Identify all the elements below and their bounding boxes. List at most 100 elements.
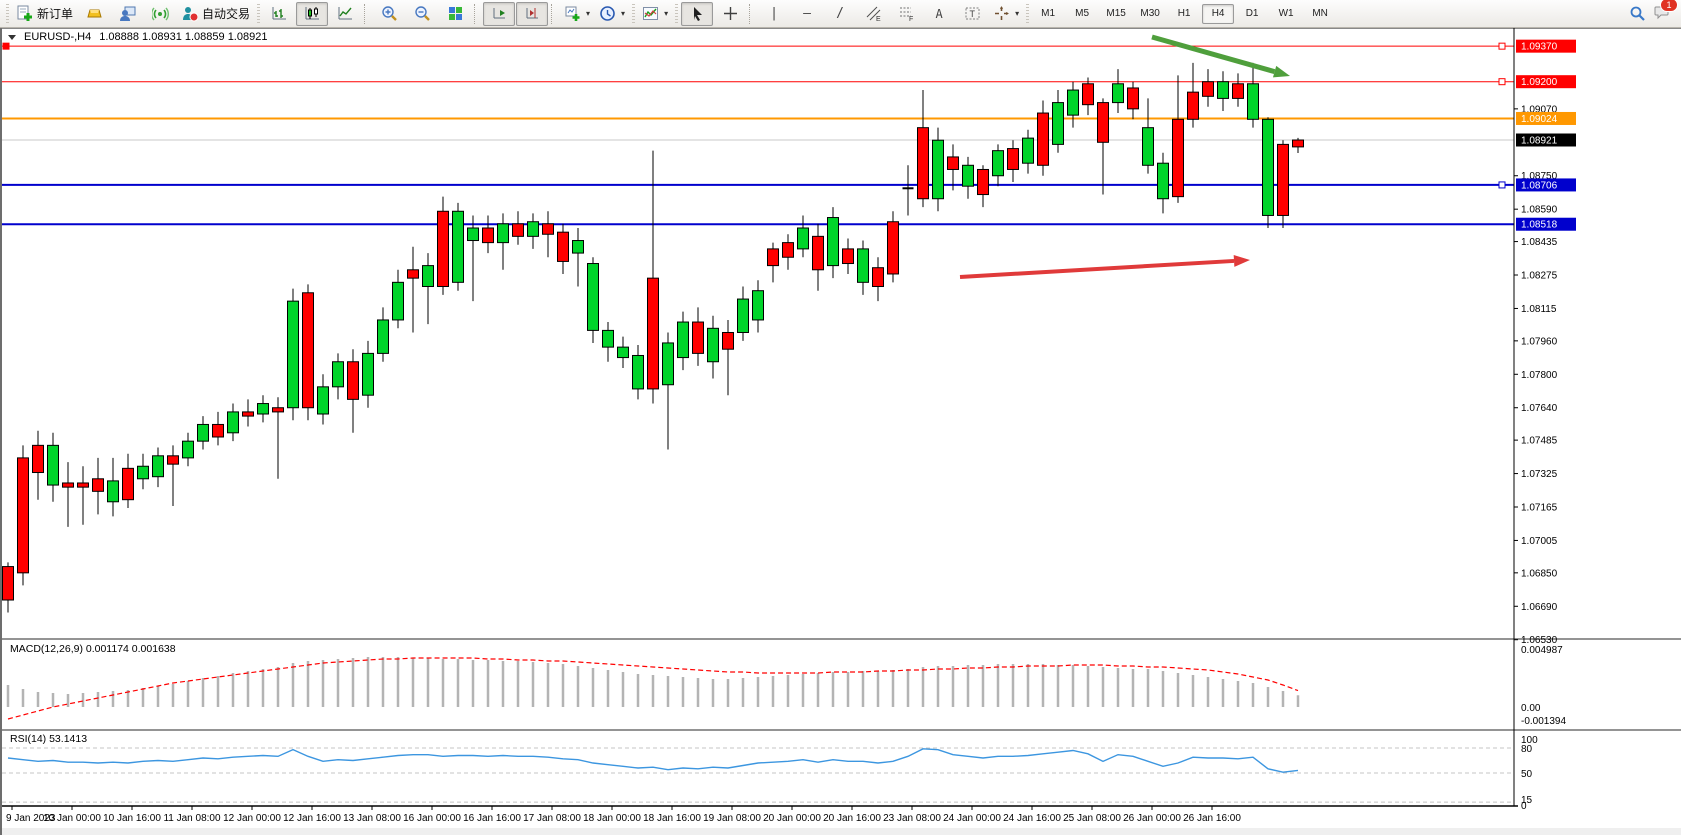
new-chart-button[interactable]: ▾ <box>560 2 594 26</box>
line-chart-button[interactable] <box>329 2 361 26</box>
time-tick-label: 16 Jan 16:00 <box>463 813 521 824</box>
time-tick-label: 16 Jan 00:00 <box>403 813 461 824</box>
price-tick: 1.07640 <box>1521 403 1558 414</box>
new-chart-icon <box>564 5 581 22</box>
arrows-icon <box>993 5 1010 22</box>
arrows-button[interactable]: ▾ <box>989 2 1023 26</box>
period-button[interactable]: ▾ <box>595 2 629 26</box>
indicators-icon <box>642 5 659 22</box>
new-order-button[interactable]: 新订单 <box>12 2 77 26</box>
price-badge <box>1516 111 1576 125</box>
price-badge-value: 1.09370 <box>1521 42 1558 53</box>
trendline-button[interactable]: / <box>824 2 856 26</box>
price-tick: 1.07165 <box>1521 503 1558 514</box>
chart-shift-button[interactable] <box>516 1 549 26</box>
macd-label: MACD(12,26,9) 0.001174 0.001638 <box>10 643 176 655</box>
candles <box>2 62 1304 613</box>
time-tick-label: 19 Jan 08:00 <box>703 813 761 824</box>
time-tick-label: 12 Jan 00:00 <box>223 813 281 824</box>
line-handle[interactable] <box>2 42 10 50</box>
price-badge-value: 1.08921 <box>1521 136 1558 147</box>
equidistant-channel-icon: E <box>865 5 882 22</box>
timeframe-D1[interactable]: D1 <box>1245 8 1259 19</box>
auto-trading-button[interactable]: 自动交易 <box>177 2 254 26</box>
trendline-icon: / <box>836 6 844 21</box>
indicators-button[interactable]: ▾ <box>638 2 672 26</box>
search-icon[interactable] <box>1629 5 1646 22</box>
zoom-out-button[interactable] <box>406 2 438 26</box>
price-badge-value: 1.09200 <box>1521 77 1558 88</box>
timeframe-M1[interactable]: M1 <box>1041 8 1056 19</box>
fibonacci-icon: F <box>898 5 915 22</box>
tile-windows-button[interactable] <box>439 2 471 26</box>
chevron-down-icon: ▾ <box>621 9 626 18</box>
time-tick-label: 20 Jan 16:00 <box>823 813 881 824</box>
crosshair-button[interactable] <box>714 2 746 26</box>
gold-button[interactable] <box>78 2 110 26</box>
rsi-scale-label: 50 <box>1521 769 1533 780</box>
timeframe-M5[interactable]: M5 <box>1075 8 1090 19</box>
notification-badge: 1 <box>1660 0 1678 12</box>
price-badge <box>1516 39 1576 53</box>
signals-button[interactable] <box>144 2 176 26</box>
rsi-scale-label: 80 <box>1521 744 1533 755</box>
resistance-rejection-arrow[interactable] <box>1151 34 1290 78</box>
candlestick-chart-button[interactable] <box>296 1 329 26</box>
chart-canvas[interactable]: MACD(12,26,9) 0.001174 0.001638 RSI(14) 5… <box>2 28 1681 835</box>
timeframe-M15[interactable]: M15 <box>1106 8 1126 19</box>
macd-scale-label: 0.00 <box>1521 703 1541 714</box>
timeframe-MN[interactable]: MN <box>1312 8 1328 19</box>
client-terminal-icon <box>119 5 136 22</box>
price-tick: 1.08435 <box>1521 237 1558 248</box>
vertical-line-icon: | <box>770 6 778 21</box>
zoom-in-button[interactable] <box>373 2 405 26</box>
chart-window[interactable]: EURUSD-,H4 1.08888 1.08931 1.08859 1.089… <box>0 28 1681 835</box>
price-badge <box>1516 178 1576 192</box>
line-chart-icon <box>337 5 354 22</box>
toolbar-separator <box>474 3 480 24</box>
price-tick: 1.06850 <box>1521 568 1558 579</box>
timeframe-W1[interactable]: W1 <box>1278 8 1294 19</box>
chevron-down-icon[interactable] <box>8 34 16 40</box>
bar-chart-button[interactable] <box>263 2 295 26</box>
horizontal-line-button[interactable]: — <box>791 2 823 26</box>
rsi-panel[interactable]: RSI(14) 53.1413 <box>2 733 1514 803</box>
toolbar-grip[interactable] <box>257 3 261 24</box>
auto-scroll-button[interactable] <box>483 1 516 26</box>
notifications-button[interactable]: 1 <box>1654 0 1678 25</box>
new-order-label: 新订单 <box>37 7 74 21</box>
price-tick: 1.08115 <box>1521 304 1557 315</box>
vertical-line-button[interactable]: | <box>758 2 790 26</box>
price-axis[interactable]: 1.09070 1.08750 1.08590 1.08435 1.08275 1.081… <box>1513 28 1576 812</box>
cursor-button[interactable] <box>681 1 714 26</box>
timeframe-H4[interactable]: H4 <box>1202 3 1235 24</box>
fibonacci-button[interactable]: F <box>890 2 922 26</box>
text-label-button[interactable]: T <box>956 2 988 26</box>
chart-ohlc-values: 1.08888 1.08931 1.08859 1.08921 <box>99 31 268 43</box>
price-tick: 1.07325 <box>1521 469 1558 480</box>
tile-windows-icon <box>447 5 464 22</box>
horizontal-line-icon: — <box>803 6 811 21</box>
zoom-in-icon <box>381 5 398 22</box>
svg-text:F: F <box>909 16 913 22</box>
toolbar-grip[interactable] <box>6 3 9 24</box>
toolbar-grip[interactable] <box>675 3 679 24</box>
toolbar-grip[interactable] <box>632 3 636 24</box>
text-button[interactable]: A <box>923 2 955 26</box>
support-trend-arrow[interactable] <box>959 254 1250 279</box>
equidistant-channel-button[interactable]: E <box>857 2 889 26</box>
line-handle[interactable] <box>1498 181 1506 189</box>
time-tick-label: 18 Jan 00:00 <box>583 813 641 824</box>
toolbar-grip[interactable] <box>1026 3 1030 24</box>
timeframe-M30[interactable]: M30 <box>1140 8 1160 19</box>
macd-scale-label: 0.004987 <box>1521 645 1563 656</box>
rsi-label: RSI(14) 53.1413 <box>10 733 87 745</box>
rsi-scale-label: 15 <box>1521 795 1533 806</box>
line-handle[interactable] <box>1498 42 1506 50</box>
price-tick: 1.08750 <box>1521 171 1558 182</box>
line-handle[interactable] <box>1498 78 1506 86</box>
macd-panel[interactable]: MACD(12,26,9) 0.001174 0.001638 <box>6 643 1300 720</box>
client-terminal-button[interactable] <box>111 2 143 26</box>
timeframe-H1[interactable]: H1 <box>1177 8 1191 19</box>
